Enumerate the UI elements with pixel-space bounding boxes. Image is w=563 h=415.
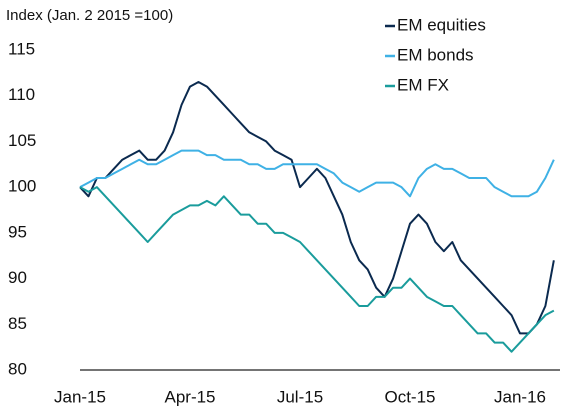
y-tick-label: 85	[8, 314, 27, 333]
y-tick-label: 115	[8, 39, 35, 58]
x-tick-label: Oct-15	[384, 387, 435, 406]
series-line	[79, 81, 555, 335]
y-axis-label: Index (Jan. 2 2015 =100)	[6, 7, 173, 24]
series-line	[79, 149, 555, 198]
x-tick-label: Apr-15	[164, 387, 215, 406]
legend-label: EM equities	[397, 15, 486, 34]
legend-label: EM bonds	[397, 45, 474, 64]
series-line	[79, 186, 555, 353]
y-tick-label: 80	[8, 359, 27, 378]
y-tick-label: 110	[8, 85, 35, 104]
legend-label: EM FX	[397, 75, 449, 94]
x-tick-label: Jan-16	[494, 387, 546, 406]
y-tick-label: 100	[8, 177, 36, 196]
y-tick-label: 95	[8, 222, 27, 241]
y-tick-label: 105	[8, 131, 36, 150]
x-tick-label: Jan-15	[54, 387, 106, 406]
x-tick-label: Jul-15	[277, 387, 323, 406]
y-tick-label: 90	[8, 268, 27, 287]
